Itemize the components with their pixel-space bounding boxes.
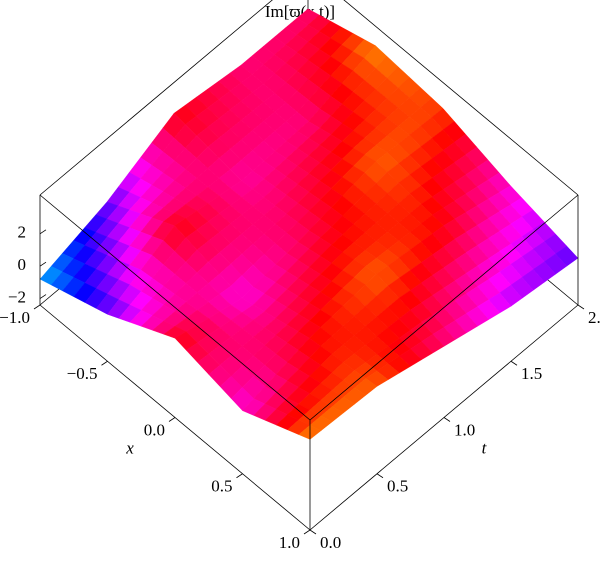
box-edge <box>343 0 579 196</box>
x-tick <box>236 473 243 479</box>
t-tick-label: 2.0 <box>588 308 600 327</box>
x-tick-label: −0.5 <box>67 364 98 383</box>
t-tick-label: 1.5 <box>521 364 542 383</box>
t-tick-label: 0.5 <box>387 477 408 496</box>
z-tick-label: −2 <box>8 287 26 306</box>
box-edge <box>309 194 579 421</box>
x-tick <box>33 304 41 310</box>
z-tick <box>39 261 47 267</box>
x-axis-label: x <box>125 438 134 457</box>
box-edge <box>39 0 273 196</box>
t-tick <box>443 417 451 422</box>
t-tick <box>376 473 384 479</box>
x-tick-label: 1.0 <box>279 533 300 552</box>
x-tick <box>303 529 311 535</box>
t-tick-label: 0.0 <box>320 533 341 552</box>
t-tick <box>510 360 518 366</box>
box-edge <box>39 194 311 421</box>
x-tick <box>168 417 176 422</box>
t-tick-label: 1.0 <box>454 420 475 439</box>
t-axis-label: t <box>482 438 488 457</box>
z-tick <box>39 294 47 299</box>
t-tick <box>309 529 317 535</box>
x-tick <box>101 360 108 366</box>
x-tick-label: 0.5 <box>211 477 232 496</box>
x-tick-label: −1.0 <box>0 308 30 327</box>
z-tick-label: 2 <box>18 223 27 242</box>
z-tick <box>39 229 47 235</box>
x-tick-label: 0.0 <box>144 420 165 439</box>
z-tick-label: 0 <box>18 255 27 274</box>
t-tick <box>577 304 585 310</box>
